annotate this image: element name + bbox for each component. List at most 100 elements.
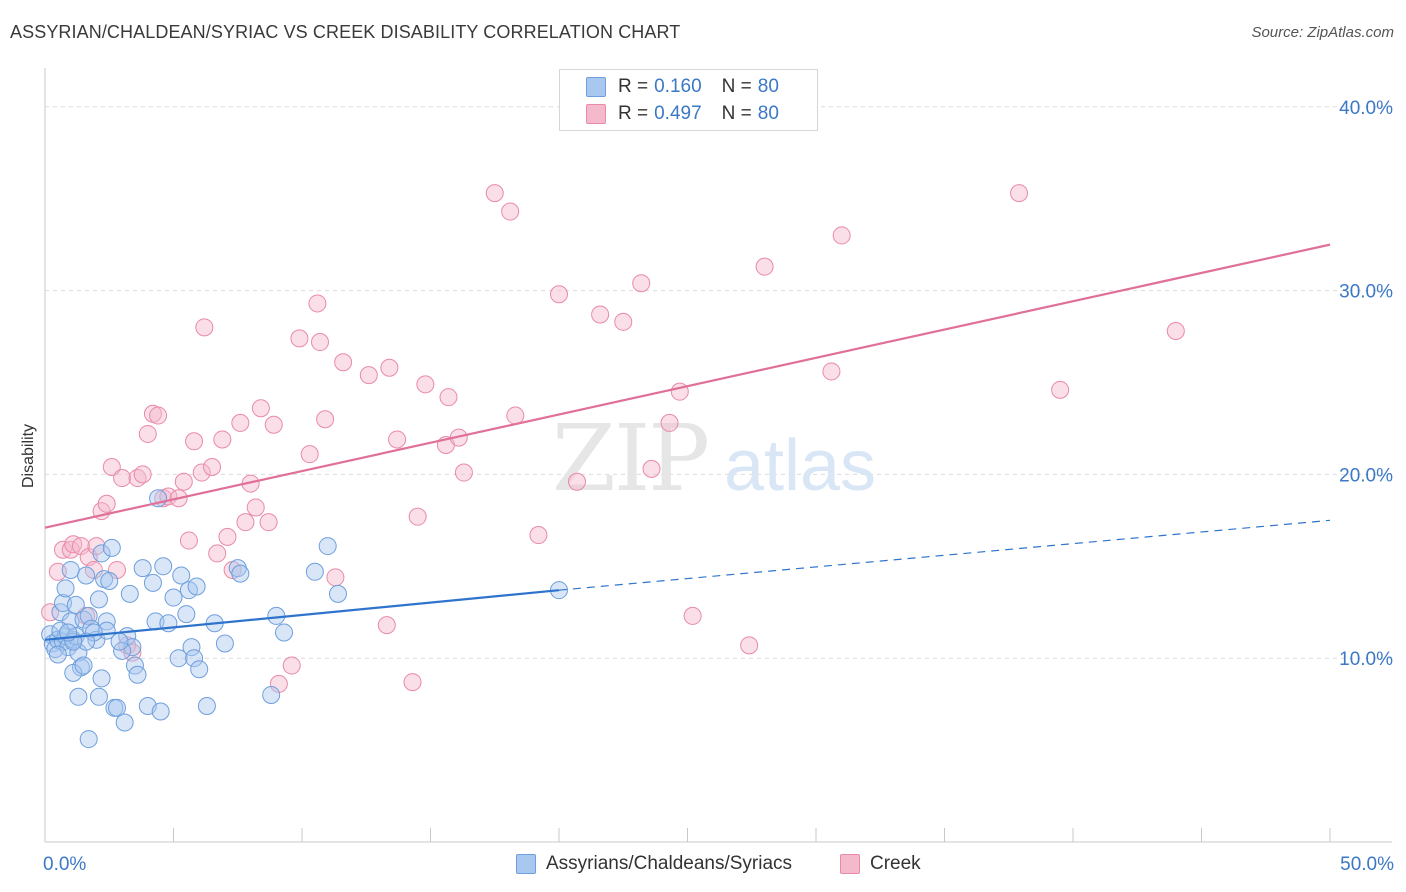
assyrian-point xyxy=(89,590,108,609)
assyrian-point xyxy=(231,564,250,583)
y-tick-label: 10.0% xyxy=(1339,649,1393,670)
assyrian-point xyxy=(133,559,152,578)
assyrian-point xyxy=(182,638,201,657)
creek-point xyxy=(64,535,83,554)
assyrian-point xyxy=(74,656,93,675)
creek-point xyxy=(380,358,399,377)
legend-n-label: N = xyxy=(721,103,752,124)
assyrian-point xyxy=(169,649,188,668)
creek-point xyxy=(485,184,504,203)
creek-point xyxy=(1051,380,1070,399)
creek-point xyxy=(416,375,435,394)
assyrian-point xyxy=(185,649,204,668)
watermark-zip: ZIP xyxy=(552,405,708,512)
creek-point xyxy=(660,413,679,432)
creek-point xyxy=(683,606,702,625)
bottom-legend-label-pink: Creek xyxy=(870,853,921,874)
assyrian-point xyxy=(66,595,85,614)
legend-row-pink: R = 0.497 N = 80 xyxy=(586,101,779,127)
creek-point xyxy=(550,285,568,304)
creek-point xyxy=(236,513,255,532)
creek-point xyxy=(138,424,157,443)
assyrian-point xyxy=(187,577,206,596)
assyrian-point xyxy=(120,584,139,603)
creek-point xyxy=(755,257,774,276)
creek-point xyxy=(316,410,335,429)
creek-point xyxy=(439,388,458,407)
assyrian-point xyxy=(154,557,173,576)
bottom-legend-blue: Assyrians/Chaldeans/Syriacs xyxy=(516,851,792,877)
legend-r-label: R = xyxy=(618,76,649,97)
assyrian-point xyxy=(197,696,216,715)
legend-n-value: 80 xyxy=(757,103,779,124)
assyrian-point xyxy=(151,702,170,721)
creek-point xyxy=(832,226,851,245)
assyrian-point xyxy=(115,713,134,732)
legend-swatch-pink xyxy=(586,104,606,124)
creek-point xyxy=(454,463,473,482)
creek-point xyxy=(246,498,265,517)
creek-point xyxy=(310,333,329,352)
creek-point xyxy=(282,656,301,675)
assyrian-point xyxy=(275,623,294,642)
assyrian-point xyxy=(69,687,88,706)
y-tick-label: 40.0% xyxy=(1339,98,1393,119)
creek-point xyxy=(113,469,132,488)
bottom-legend-swatch-pink xyxy=(840,854,860,874)
creek-point xyxy=(614,312,633,331)
bottom-legend-label-blue: Assyrians/Chaldeans/Syriacs xyxy=(546,853,793,874)
creek-point xyxy=(264,415,283,434)
creek-point xyxy=(822,362,841,381)
creek-trend-line xyxy=(44,243,1331,529)
creek-point xyxy=(632,274,651,293)
assyrian-point xyxy=(164,588,183,607)
legend-r-value: 0.497 xyxy=(654,103,702,124)
bottom-legend-swatch-blue xyxy=(516,854,536,874)
assyrian-point xyxy=(100,571,119,590)
creek-point xyxy=(251,399,270,418)
assyrian-point xyxy=(79,730,98,749)
creek-point xyxy=(308,294,327,313)
watermark: ZIP atlas xyxy=(552,405,876,512)
assyrian-point xyxy=(215,634,234,653)
y-tick-label: 30.0% xyxy=(1339,282,1393,303)
legend-r-value: 0.160 xyxy=(654,76,702,97)
tick-labels: 10.0% 20.0% 30.0% 40.0% 0.0% 50.0% Disability xyxy=(20,98,1394,875)
assyrian-point xyxy=(318,537,337,556)
creek-point xyxy=(231,413,250,432)
assyrian-point xyxy=(107,698,126,717)
creek-point xyxy=(1010,184,1029,203)
assyrian-point xyxy=(102,538,121,557)
creek-point xyxy=(290,329,309,348)
creek-point xyxy=(642,459,661,478)
axes xyxy=(44,68,1392,843)
assyrian-point xyxy=(61,560,80,579)
creek-point xyxy=(359,366,378,385)
creek-point xyxy=(567,472,586,491)
y-tick-label: 20.0% xyxy=(1339,465,1393,486)
creek-point xyxy=(326,568,345,587)
trend-lines xyxy=(44,243,1331,641)
creek-point xyxy=(501,202,520,221)
watermark-atlas: atlas xyxy=(724,426,876,506)
creek-point xyxy=(192,463,211,482)
creek-point xyxy=(208,544,227,563)
legend-r-label: R = xyxy=(618,103,649,124)
creek-point xyxy=(334,353,353,372)
creek-point xyxy=(53,540,72,559)
assyrian-point xyxy=(84,623,103,642)
creek-point xyxy=(133,465,152,484)
assyrian-points xyxy=(41,489,568,749)
creek-point xyxy=(529,526,548,545)
creek-point xyxy=(218,527,237,546)
assyrian-point xyxy=(328,584,347,603)
creek-point xyxy=(388,430,407,449)
creek-point xyxy=(185,432,204,451)
assyrian-point xyxy=(97,612,116,631)
assyrian-point xyxy=(190,660,209,679)
creek-point xyxy=(128,469,147,488)
creek-point xyxy=(195,318,214,337)
source-label: Source: ZipAtlas.com xyxy=(1251,24,1394,41)
creek-point xyxy=(213,430,232,449)
